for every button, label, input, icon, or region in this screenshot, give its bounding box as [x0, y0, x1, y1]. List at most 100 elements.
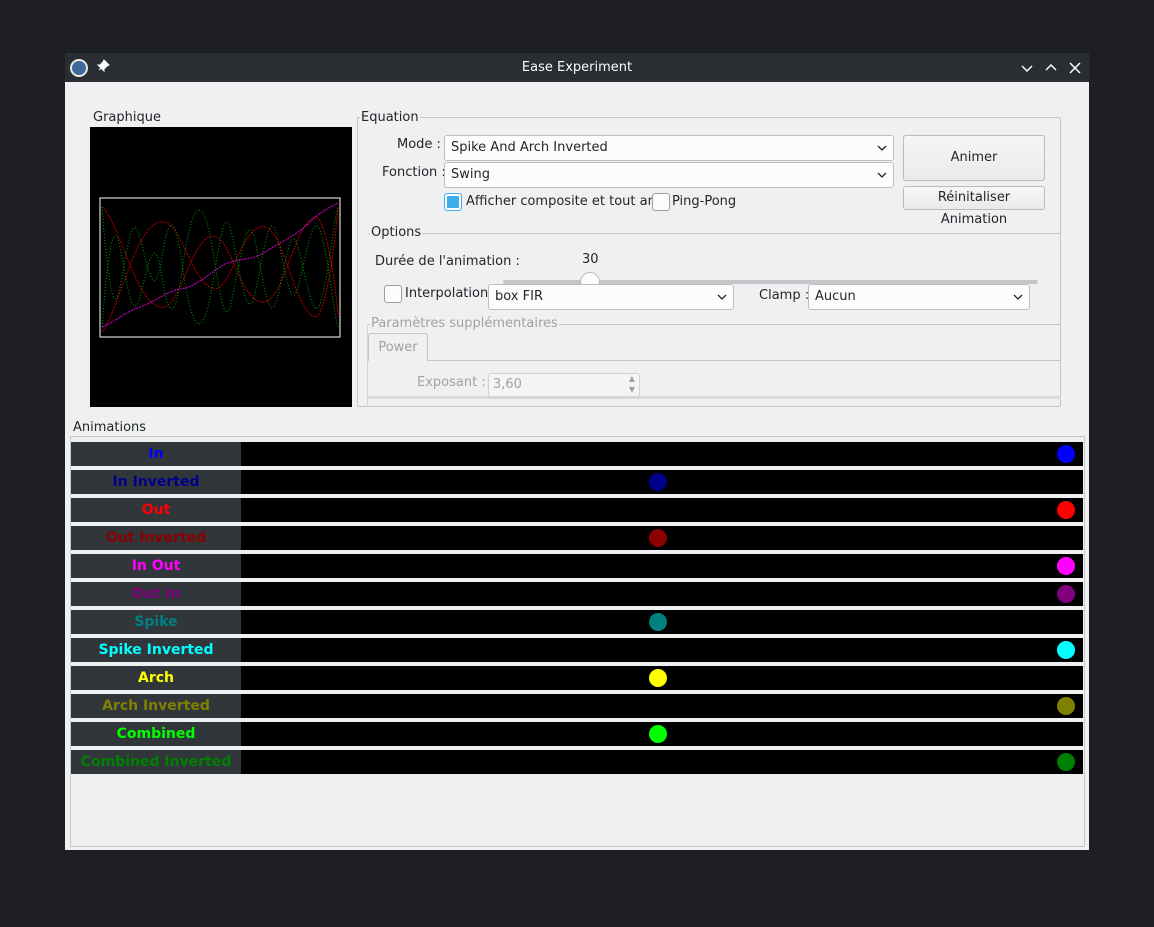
options-group-label: Options — [370, 225, 423, 240]
clamp-select-value: Aucun — [815, 289, 856, 304]
chevron-down-icon — [877, 145, 887, 151]
animation-row: Out Inverted — [71, 526, 1083, 550]
composite-checkbox[interactable] — [444, 193, 462, 211]
animation-name: Spike — [71, 610, 241, 634]
minimize-button[interactable] — [1017, 58, 1037, 78]
mode-select[interactable]: Spike And Arch Inverted — [444, 135, 894, 161]
chevron-down-icon — [1021, 65, 1033, 73]
animation-name: Combined — [71, 722, 241, 746]
reset-animation-button[interactable]: Réinitaliser Animation — [903, 186, 1045, 227]
animation-row: Spike — [71, 610, 1083, 634]
title-bar: Ease Experiment — [65, 53, 1089, 82]
animation-name: In — [71, 442, 241, 466]
animation-row: Out — [71, 498, 1083, 522]
mode-label: Mode : — [397, 137, 441, 152]
animations-group — [70, 436, 1085, 847]
animation-dot — [1057, 697, 1075, 715]
animation-track — [241, 470, 1083, 494]
window-title: Ease Experiment — [521, 60, 633, 75]
interpolation-select-value: box FIR — [495, 289, 543, 304]
animation-track — [241, 526, 1083, 550]
duration-value: 30 — [582, 252, 599, 267]
duration-slider-track[interactable] — [503, 280, 1038, 284]
animation-dot — [1057, 557, 1075, 575]
animation-row: In Out — [71, 554, 1083, 578]
animation-row: In — [71, 442, 1083, 466]
animation-dot — [649, 669, 667, 687]
animate-button[interactable]: Animer — [903, 135, 1045, 181]
app-icon[interactable] — [70, 59, 88, 77]
function-select[interactable]: Swing — [444, 162, 894, 188]
animation-track — [241, 722, 1083, 746]
animation-name: Spike Inverted — [71, 638, 241, 662]
composite-checkbox-label: Afficher composite et tout anim — [466, 194, 658, 209]
animation-dot — [649, 613, 667, 631]
function-select-value: Swing — [451, 167, 490, 182]
animation-name: Arch — [71, 666, 241, 690]
animation-name: Out — [71, 498, 241, 522]
pin-icon[interactable] — [94, 59, 112, 77]
animation-track — [241, 638, 1083, 662]
clamp-label: Clamp : — [759, 288, 810, 303]
animation-name: Arch Inverted — [71, 694, 241, 718]
extra-params-label: Paramètres supplémentaires — [370, 316, 559, 331]
animation-track — [241, 498, 1083, 522]
animation-dot — [1057, 753, 1075, 771]
animation-dot — [649, 473, 667, 491]
animation-track — [241, 694, 1083, 718]
clamp-select[interactable]: Aucun — [808, 284, 1030, 310]
animation-dot — [1057, 501, 1075, 519]
chevron-up-icon — [1045, 63, 1057, 71]
interpolation-checkbox[interactable] — [384, 285, 402, 303]
mode-select-value: Spike And Arch Inverted — [451, 140, 608, 155]
equation-group-label: Equation — [360, 110, 420, 125]
animation-row: In Inverted — [71, 470, 1083, 494]
pingpong-checkbox[interactable] — [652, 193, 670, 211]
maximize-button[interactable] — [1041, 58, 1061, 78]
animation-name: In Out — [71, 554, 241, 578]
animation-name: Combined Inverted — [71, 750, 241, 774]
animation-row: Arch — [71, 666, 1083, 690]
animation-track — [241, 442, 1083, 466]
function-label: Fonction : — [382, 165, 446, 180]
animation-row: Arch Inverted — [71, 694, 1083, 718]
tab-power[interactable]: Power — [368, 333, 428, 361]
animation-track — [241, 610, 1083, 634]
exponent-spinbox[interactable]: 3,60 ▲ ▼ — [488, 373, 640, 397]
close-button[interactable] — [1065, 58, 1085, 78]
animation-name: Out Inverted — [71, 526, 241, 550]
animation-dot — [1057, 445, 1075, 463]
animation-track — [241, 666, 1083, 690]
main-window: Ease Experiment Graphique Equation Mode … — [65, 53, 1089, 850]
extra-params-group — [367, 324, 1061, 407]
graph-group-label: Graphique — [92, 110, 162, 125]
ease-curves-plot — [99, 197, 341, 338]
graph-canvas — [90, 127, 352, 407]
tab-bar-line — [367, 360, 1061, 361]
animation-row: Combined Inverted — [71, 750, 1083, 774]
animation-row: Out In — [71, 582, 1083, 606]
animation-row: Combined — [71, 722, 1083, 746]
animation-dot — [649, 529, 667, 547]
animation-dot — [1057, 641, 1075, 659]
animation-dot — [649, 725, 667, 743]
interpolation-select[interactable]: box FIR — [488, 284, 734, 310]
chevron-down-icon — [717, 294, 727, 300]
spin-down-icon[interactable]: ▼ — [628, 385, 635, 394]
animation-track — [241, 554, 1083, 578]
spin-up-icon[interactable]: ▲ — [628, 374, 635, 383]
interpolation-label: Interpolation — [405, 286, 489, 301]
animation-name: Out In — [71, 582, 241, 606]
animation-row: Spike Inverted — [71, 638, 1083, 662]
options-group — [368, 233, 1061, 407]
chevron-down-icon — [1013, 294, 1023, 300]
tab-panel-bottom — [367, 396, 1061, 399]
chevron-down-icon — [877, 172, 887, 178]
animation-track — [241, 582, 1083, 606]
animation-dot — [1057, 585, 1075, 603]
pingpong-checkbox-label: Ping-Pong — [672, 194, 737, 209]
animations-group-label: Animations — [72, 420, 148, 435]
animation-track — [241, 750, 1083, 774]
exponent-label: Exposant : — [417, 375, 486, 390]
close-icon — [1069, 62, 1081, 74]
